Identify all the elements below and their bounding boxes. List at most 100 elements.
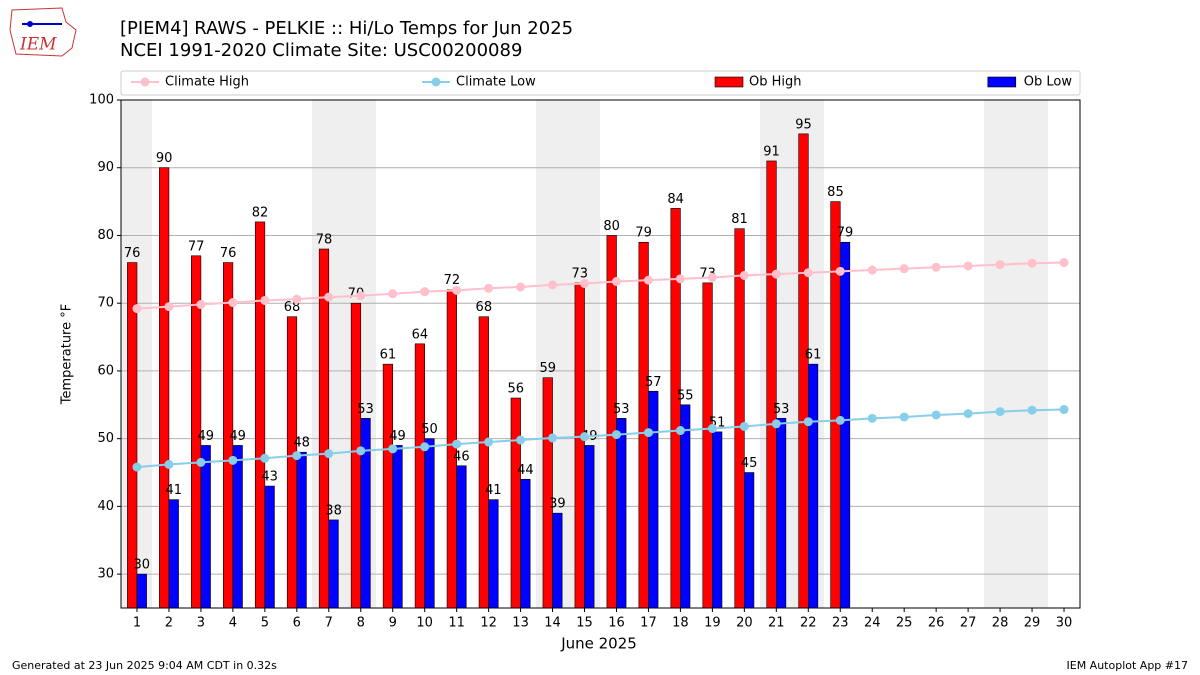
bar [478,316,489,609]
footer-left: Generated at 23 Jun 2025 9:04 AM CDT in … [12,659,277,672]
data-label: 68 [284,300,301,315]
bar [839,241,851,609]
data-label: 79 [837,226,854,241]
x-tick-label: 10 [416,616,433,631]
data-label: 49 [229,429,246,444]
bar [264,485,275,609]
x-tick-label: 7 [325,616,333,631]
x-tick-label: 16 [608,616,625,631]
point [835,266,845,276]
point [707,424,717,434]
bar [542,377,553,609]
logo: IEM [9,7,77,57]
point [1027,258,1037,268]
point [260,295,270,305]
point [548,280,558,290]
data-label: 76 [220,246,237,261]
x-tick-label: 20 [736,616,753,631]
bar [584,445,595,609]
data-label: 81 [731,212,748,227]
legend-label: Ob Low [1024,75,1073,90]
point [1059,405,1069,415]
footer-right: IEM Autoplot App #17 [1067,659,1189,672]
bar [638,241,649,609]
point [611,430,621,440]
x-tick-label: 24 [864,616,881,631]
point [228,455,238,465]
chart-title: [PIEM4] RAWS - PELKIE :: Hi/Lo Temps for… [120,18,573,39]
x-tick-label: 6 [293,616,301,631]
bar [520,479,531,609]
legend-swatch [431,77,441,87]
bar [328,519,339,609]
x-tick-label: 9 [389,616,397,631]
data-label: 78 [316,233,333,248]
point [580,279,590,289]
data-label: 61 [805,348,822,363]
bar [456,465,467,609]
legend [120,70,1081,96]
legend-label: Climate Low [456,75,536,90]
bar [734,228,745,609]
bar [510,397,521,609]
point [803,268,813,278]
data-label: 53 [613,402,630,417]
x-tick-label: 17 [640,616,657,631]
data-label: 95 [795,117,812,132]
data-label: 91 [763,144,780,159]
bar [830,201,841,609]
chart-subtitle: NCEI 1991-2020 Climate Site: USC00200089 [120,40,522,61]
y-axis-label: Temperature °F [60,304,75,405]
data-label: 45 [741,456,758,471]
bar [168,499,179,609]
data-label: 59 [539,361,556,376]
x-tick-label: 12 [480,616,497,631]
point [132,304,142,314]
x-tick-label: 13 [512,616,529,631]
bar [414,343,425,609]
point [867,413,877,423]
y-tick-label: 70 [97,296,114,311]
x-tick-label: 19 [704,616,721,631]
bar [670,208,681,609]
data-label: 41 [485,483,502,498]
data-label: 61 [380,348,397,363]
point [899,264,909,274]
x-tick-label: 29 [1024,616,1041,631]
point [899,412,909,422]
x-tick-label: 23 [832,616,849,631]
bar [552,512,563,609]
data-label: 84 [667,192,684,207]
data-label: 80 [603,219,620,234]
point [931,410,941,420]
y-tick-label: 30 [97,567,114,582]
point [132,462,142,472]
data-label: 90 [156,151,173,166]
bar [574,282,585,609]
bar [807,363,819,609]
x-tick-label: 2 [165,616,173,631]
data-label: 73 [571,266,588,281]
point [963,261,973,271]
point [196,300,206,310]
data-label: 50 [421,422,438,437]
x-tick-label: 4 [229,616,237,631]
point [292,451,302,461]
point [1059,258,1069,268]
bar [200,445,211,609]
point [739,270,749,280]
data-label: 56 [508,382,525,397]
point [548,433,558,443]
bar [159,167,170,609]
point [164,459,174,469]
data-label: 44 [517,463,534,478]
bar [296,451,307,609]
data-label: 79 [635,226,652,241]
data-label: 68 [476,300,493,315]
point [356,446,366,456]
point [516,435,526,445]
bar [712,431,723,609]
data-label: 77 [188,239,205,254]
point [356,291,366,301]
